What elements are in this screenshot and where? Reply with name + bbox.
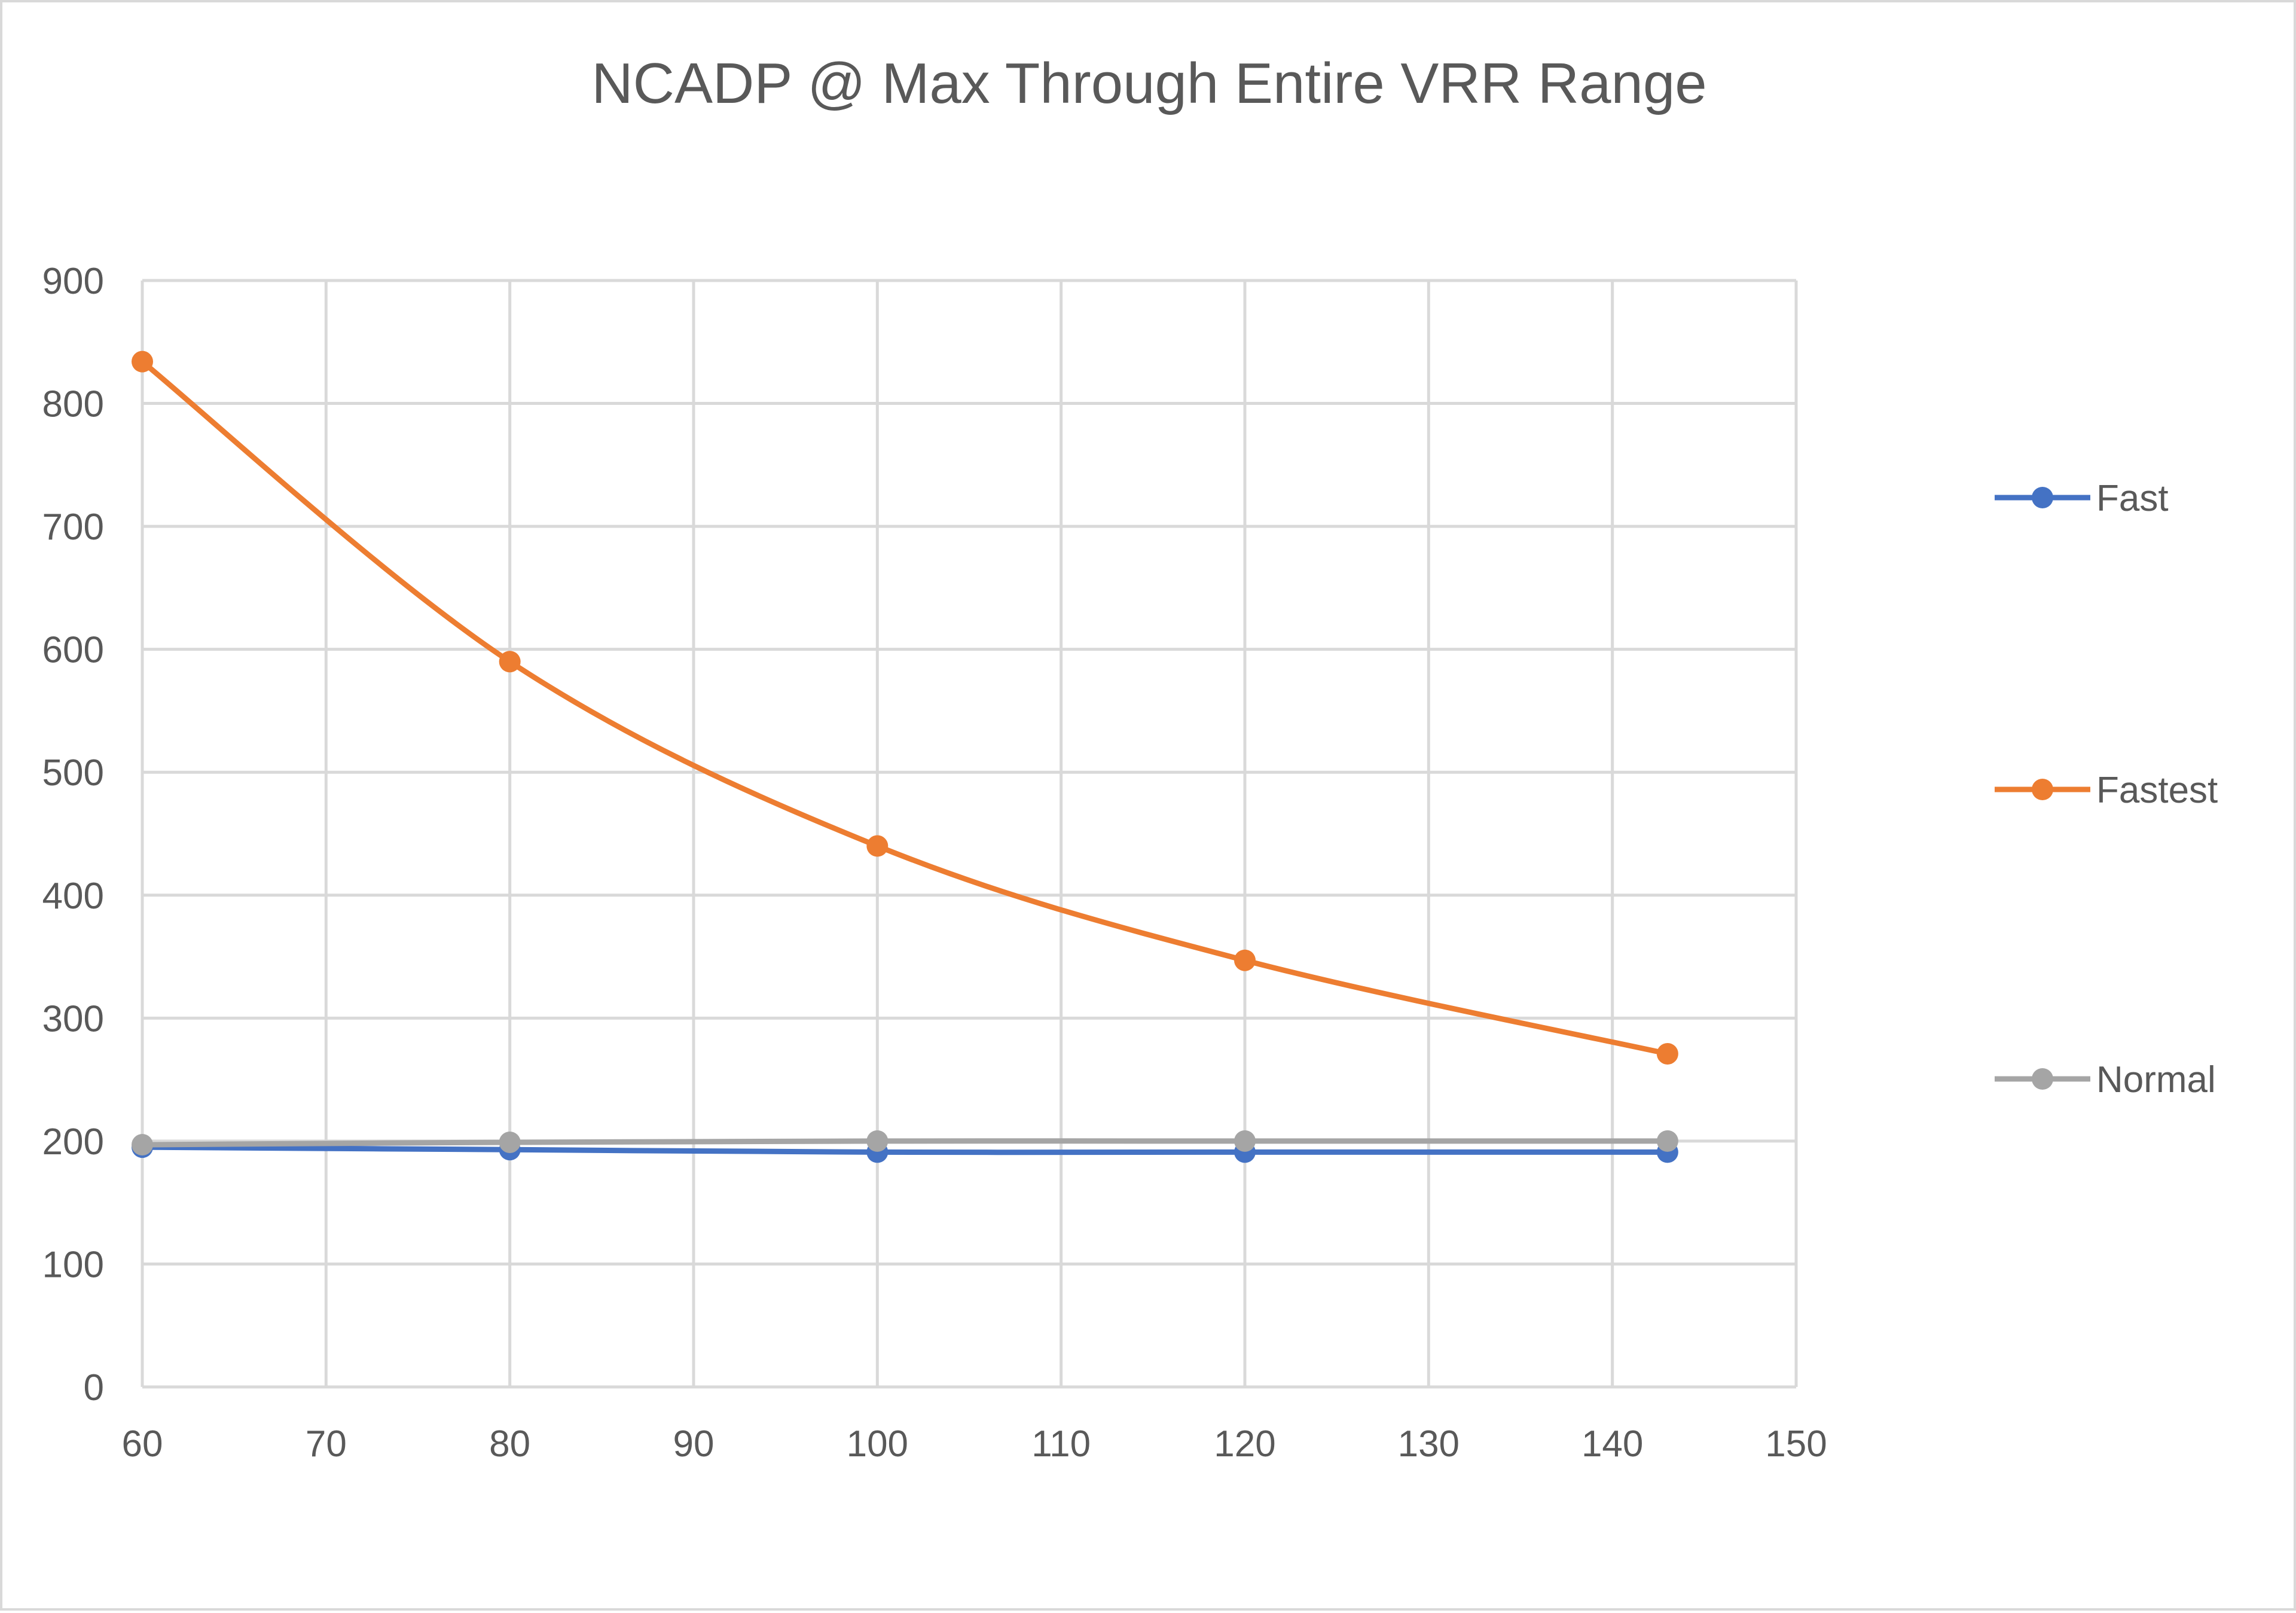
data-point-normal bbox=[1656, 1130, 1678, 1152]
data-point-normal bbox=[132, 1134, 153, 1156]
series-line-fastest bbox=[139, 359, 1671, 1057]
series-line-normal bbox=[139, 1138, 1671, 1148]
data-point-fastest bbox=[1234, 949, 1256, 971]
series-lines bbox=[132, 350, 1678, 1163]
data-point-fastest bbox=[499, 651, 521, 673]
y-tick-label: 800 bbox=[42, 384, 104, 425]
x-tick-label: 150 bbox=[1765, 1423, 1827, 1465]
data-point-normal bbox=[1234, 1130, 1256, 1152]
y-tick-label: 600 bbox=[42, 630, 104, 671]
data-point-fastest bbox=[866, 835, 889, 857]
data-point-fastest bbox=[132, 350, 153, 373]
y-tick-label: 0 bbox=[84, 1367, 104, 1408]
x-tick-label: 80 bbox=[489, 1423, 530, 1465]
chart-title: NCADP @ Max Through Entire VRR Range bbox=[591, 51, 1706, 115]
legend-item-fastest: Fastest bbox=[1995, 770, 2218, 811]
y-tick-label: 300 bbox=[42, 998, 104, 1039]
x-tick-label: 90 bbox=[673, 1423, 715, 1465]
y-tick-label: 100 bbox=[42, 1244, 104, 1285]
x-tick-label: 140 bbox=[1581, 1423, 1643, 1465]
legend-marker-fast bbox=[2032, 487, 2053, 508]
data-point-normal bbox=[499, 1131, 521, 1153]
x-tick-label: 70 bbox=[306, 1423, 347, 1465]
legend-label-fast: Fast bbox=[2096, 478, 2169, 519]
legend-marker-normal bbox=[2032, 1068, 2053, 1090]
y-tick-label: 500 bbox=[42, 752, 104, 794]
series-line-fast bbox=[139, 1144, 1671, 1155]
legend-item-fast: Fast bbox=[1995, 478, 2169, 519]
x-tick-label: 120 bbox=[1214, 1423, 1275, 1465]
x-tick-label: 110 bbox=[1031, 1423, 1091, 1465]
x-tick-label: 130 bbox=[1398, 1423, 1460, 1465]
data-point-normal bbox=[866, 1130, 889, 1152]
legend: Fast Fastest Normal bbox=[1995, 478, 2218, 1100]
legend-label-fastest: Fastest bbox=[2096, 770, 2218, 811]
axis-labels: 0 100 200 300 400 500 600 700 800 900 60 70 80 90 100 1… bbox=[42, 261, 1827, 1465]
legend-label-normal: Normal bbox=[2096, 1059, 2216, 1100]
y-tick-label: 900 bbox=[42, 261, 104, 302]
x-tick-label: 100 bbox=[847, 1423, 908, 1465]
legend-item-normal: Normal bbox=[1995, 1059, 2216, 1100]
y-tick-label: 200 bbox=[42, 1121, 104, 1163]
data-point-fastest bbox=[1656, 1042, 1678, 1065]
y-tick-label: 400 bbox=[42, 876, 104, 917]
gridlines bbox=[141, 279, 1798, 1389]
legend-marker-fastest bbox=[2032, 779, 2053, 800]
x-tick-label: 60 bbox=[122, 1423, 163, 1465]
y-tick-label: 700 bbox=[42, 507, 104, 548]
